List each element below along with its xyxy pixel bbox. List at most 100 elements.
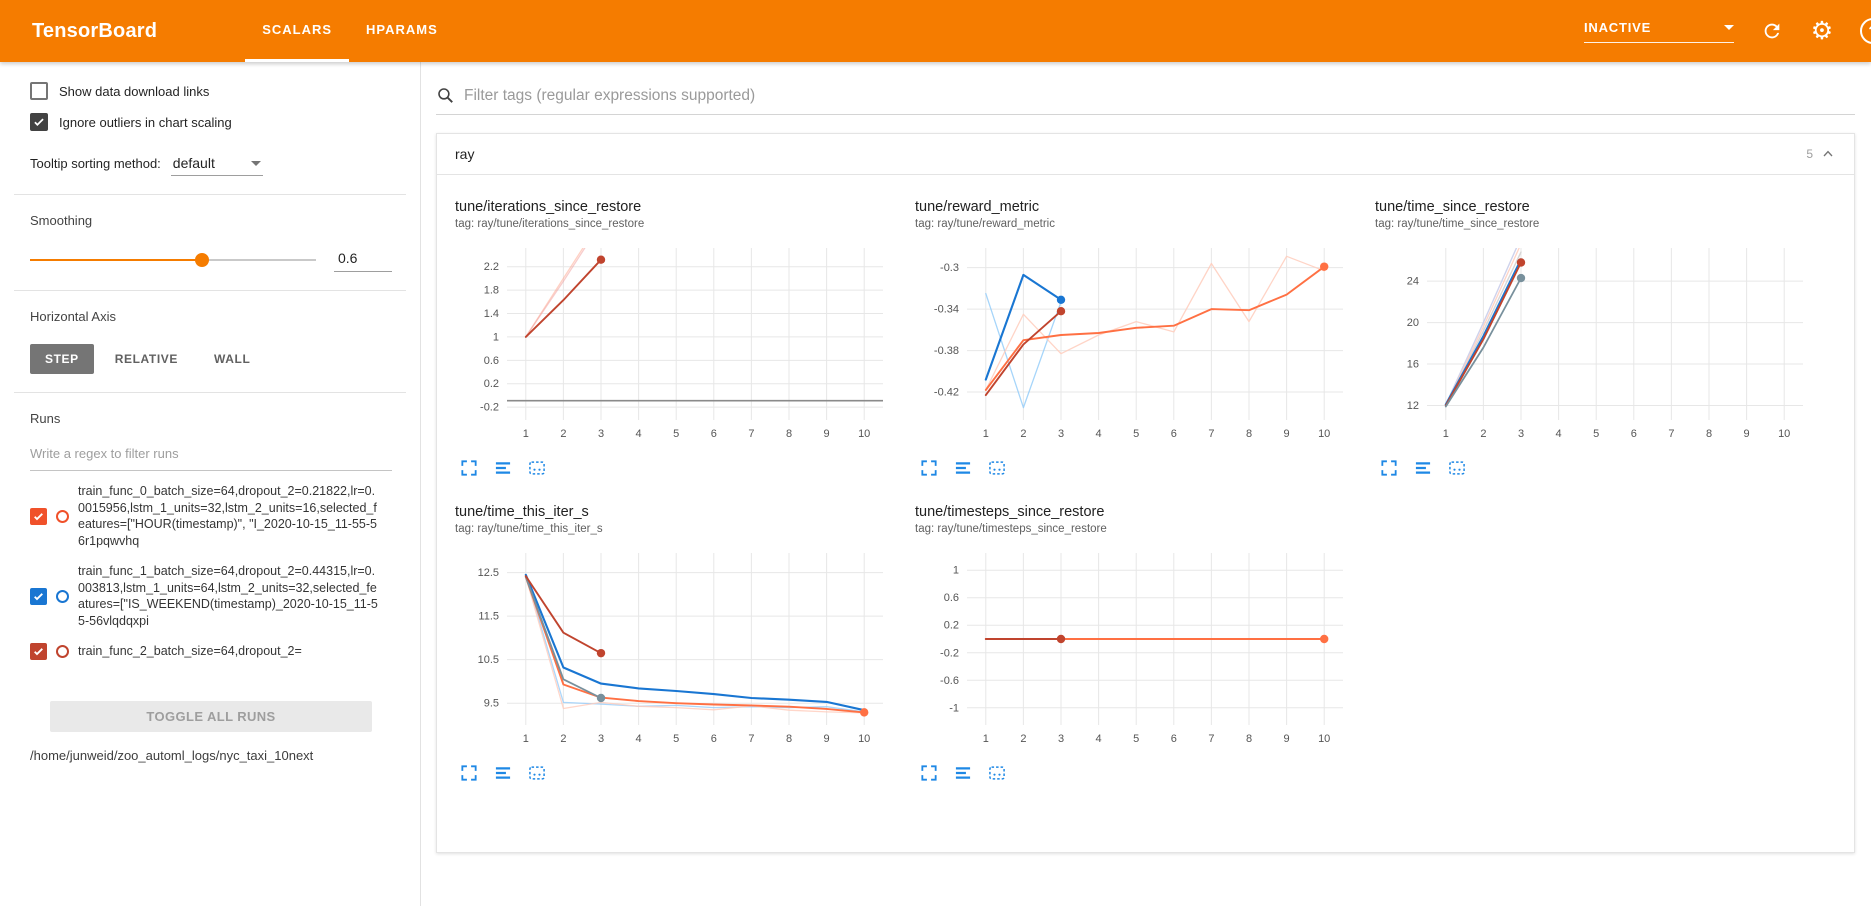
run-list-item[interactable]: train_func_2_batch_size=64,dropout_2= — [30, 643, 392, 660]
series-line-train_func_2-smoothed — [1444, 261, 1522, 407]
refresh-icon[interactable] — [1760, 19, 1784, 43]
help-icon[interactable]: ? — [1860, 18, 1871, 44]
y-tick-label: 1.8 — [484, 285, 499, 297]
x-tick-label: 2 — [1020, 733, 1026, 745]
tooltip-sorting-label: Tooltip sorting method: — [30, 156, 161, 171]
fit-domain-icon[interactable] — [527, 763, 547, 783]
ignore-outliers-checkbox[interactable] — [30, 113, 48, 131]
x-tick-label: 10 — [1318, 428, 1330, 440]
y-tick-label: 1 — [493, 331, 499, 343]
fit-domain-icon[interactable] — [987, 763, 1007, 783]
chart-actions — [915, 763, 1361, 783]
x-tick-label: 4 — [1096, 733, 1102, 745]
y-tick-label: 12 — [1407, 400, 1419, 412]
y-tick-label: -0.3 — [940, 262, 959, 274]
fit-domain-icon[interactable] — [987, 458, 1007, 478]
run-selector-icon[interactable] — [1413, 458, 1433, 478]
run-label: train_func_1_batch_size=64,dropout_2=0.4… — [78, 564, 378, 628]
tab-hparams[interactable]: HPARAMS — [366, 22, 438, 37]
toggle-all-runs-button[interactable]: TOGGLE ALL RUNS — [50, 701, 372, 732]
y-tick-label: 16 — [1407, 359, 1419, 371]
axis-relative-button[interactable]: RELATIVE — [100, 344, 193, 374]
x-tick-label: 3 — [1518, 428, 1524, 440]
line-chart[interactable]: 1 2 3 4 5 6 7 8 9 10 12 16 20 24 — [1375, 240, 1821, 454]
tab-scalars[interactable]: SCALARS — [245, 0, 350, 62]
x-tick-label: 5 — [673, 733, 679, 745]
divider — [14, 194, 406, 195]
search-icon — [438, 88, 453, 103]
axis-wall-button[interactable]: WALL — [199, 344, 265, 374]
expand-chart-icon[interactable] — [1379, 458, 1399, 478]
endpoint-dot — [1056, 634, 1066, 644]
x-tick-label: 9 — [1284, 733, 1290, 745]
line-chart[interactable]: 1 2 3 4 5 6 7 8 9 10 9.5 10.5 11.5 12.5 — [455, 545, 901, 759]
line-chart[interactable]: 1 2 3 4 5 6 7 8 9 10 -0.42 -0.38 -0.34 -0.3 — [915, 240, 1361, 454]
smoothing-slider-thumb[interactable] — [194, 253, 209, 267]
expand-chart-icon[interactable] — [919, 763, 939, 783]
y-tick-label: 9.5 — [484, 698, 499, 710]
y-tick-label: 2.2 — [484, 261, 499, 273]
fit-domain-icon[interactable] — [527, 458, 547, 478]
line-chart[interactable]: 1 2 3 4 5 6 7 8 9 10 -1 -0.6 -0.2 0.2 0.6 1 — [915, 545, 1361, 759]
x-tick-label: 1 — [983, 733, 989, 745]
run-isolate-radio[interactable] — [56, 589, 69, 603]
y-tick-label: 0.2 — [944, 620, 959, 632]
show-download-links-checkbox[interactable] — [30, 82, 48, 100]
x-tick-label: 4 — [636, 428, 642, 440]
run-isolate-radio[interactable] — [56, 509, 69, 523]
run-checkbox[interactable] — [30, 643, 47, 660]
tag-filter-input[interactable] — [464, 86, 1855, 105]
run-selector-icon[interactable] — [493, 458, 513, 478]
x-tick-label: 2 — [560, 428, 566, 440]
tag-group-header[interactable]: ray 5 — [437, 134, 1854, 175]
run-selector-icon[interactable] — [493, 763, 513, 783]
fit-domain-icon[interactable] — [1447, 458, 1467, 478]
line-chart[interactable]: 1 2 3 4 5 6 7 8 9 10 -0.2 0.2 0.6 1 1.4 1.8 2.2 — [455, 240, 901, 454]
x-tick-label: 6 — [1171, 733, 1177, 745]
y-tick-label: 20 — [1407, 317, 1419, 329]
tooltip-sorting-select[interactable]: default — [170, 153, 263, 176]
smoothing-value-input[interactable] — [334, 248, 392, 272]
charts-grid: tune/iterations_since_restore tag: ray/t… — [437, 175, 1854, 809]
y-tick-label: -0.2 — [940, 647, 959, 659]
series-line-train_func_2-smoothed — [984, 310, 1062, 397]
runs-filter-input[interactable] — [30, 440, 392, 471]
divider — [14, 290, 406, 291]
y-tick-label: 1 — [953, 565, 959, 577]
ignore-outliers-row[interactable]: Ignore outliers in chart scaling — [30, 113, 392, 131]
smoothing-slider[interactable] — [30, 253, 316, 267]
y-tick-label: -0.42 — [934, 387, 959, 399]
run-selector-icon[interactable] — [953, 458, 973, 478]
status-dropdown[interactable]: INACTIVE — [1584, 20, 1734, 43]
chart-tag-subtitle: tag: ray/tune/timesteps_since_restore — [915, 523, 1107, 535]
main-tabs: SCALARS HPARAMS — [245, 0, 455, 62]
tag-count-badge: 5 — [1806, 147, 1813, 161]
run-checkbox[interactable] — [30, 587, 47, 605]
expand-chart-icon[interactable] — [919, 458, 939, 478]
y-tick-label: 11.5 — [478, 611, 499, 623]
run-isolate-radio[interactable] — [56, 645, 69, 658]
chevron-up-icon[interactable] — [1820, 146, 1836, 162]
axis-step-button[interactable]: STEP — [30, 344, 94, 374]
scalar-chart-card: tune/iterations_since_restore tag: ray/t… — [455, 199, 901, 478]
run-checkbox[interactable] — [30, 507, 47, 525]
expand-chart-icon[interactable] — [459, 458, 479, 478]
run-selector-icon[interactable] — [953, 763, 973, 783]
run-list-item[interactable]: train_func_0_batch_size=64,dropout_2=0.2… — [30, 483, 392, 549]
tag-group-title: ray — [455, 146, 475, 162]
show-download-links-row[interactable]: Show data download links — [30, 82, 392, 100]
chart-actions — [915, 458, 1361, 478]
scalar-chart-card: tune/time_this_iter_s tag: ray/tune/time… — [455, 504, 901, 783]
expand-chart-icon[interactable] — [459, 763, 479, 783]
run-list-item[interactable]: train_func_1_batch_size=64,dropout_2=0.4… — [30, 563, 392, 629]
x-tick-label: 9 — [824, 428, 830, 440]
chart-tag-subtitle: tag: ray/tune/iterations_since_restore — [455, 218, 645, 230]
endpoint-dot — [1056, 307, 1066, 316]
settings-gear-icon[interactable]: ⚙ — [1810, 17, 1834, 45]
show-download-links-label: Show data download links — [59, 83, 210, 99]
x-tick-label: 4 — [1096, 428, 1102, 440]
app-title: TensorBoard — [32, 19, 158, 42]
chart-title: tune/time_this_iter_s — [455, 504, 589, 520]
x-tick-label: 8 — [1706, 428, 1712, 440]
chart-tag-subtitle: tag: ray/tune/time_this_iter_s — [455, 523, 603, 535]
